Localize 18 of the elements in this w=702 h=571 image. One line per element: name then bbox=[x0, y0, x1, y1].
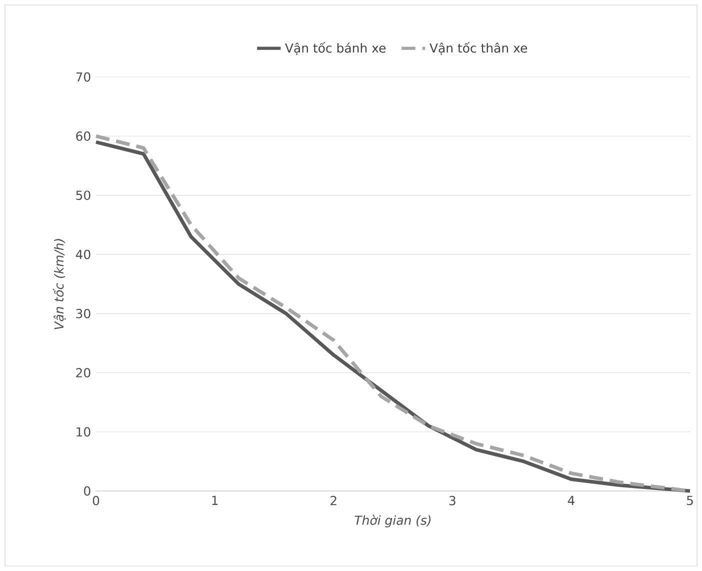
legend-label: Vận tốc thân xe bbox=[430, 42, 528, 55]
x-tick-label: 4 bbox=[568, 496, 574, 505]
x-tick-label: 5 bbox=[687, 496, 693, 506]
x-tick-label: 1 bbox=[212, 496, 218, 505]
y-tick-label: 60 bbox=[76, 131, 90, 141]
x-tick-label: 2 bbox=[330, 496, 336, 506]
x-axis-title: Thời gian (s) bbox=[354, 514, 431, 528]
y-tick-label: 50 bbox=[76, 190, 90, 200]
y-tick-label: 30 bbox=[76, 308, 90, 318]
y-axis-title: Vận tốc (km/h) bbox=[52, 239, 66, 330]
x-tick-label: 0 bbox=[92, 496, 100, 506]
y-tick-label: 20 bbox=[76, 368, 90, 378]
x-tick-label: 3 bbox=[449, 496, 456, 506]
y-tick-label: 40 bbox=[76, 250, 90, 260]
legend-label: Vận tốc bánh xe bbox=[285, 42, 386, 55]
y-tick-label: 10 bbox=[76, 427, 90, 437]
y-tick-label: 0 bbox=[84, 486, 90, 496]
y-tick-label: 70 bbox=[76, 72, 90, 82]
